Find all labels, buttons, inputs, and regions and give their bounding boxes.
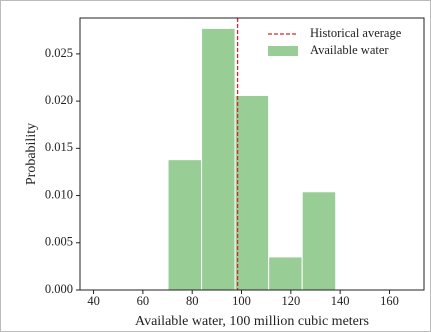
bar: [167, 159, 203, 291]
x-tick-label: 100: [232, 294, 251, 308]
y-tick-label: 0.015: [45, 140, 73, 154]
x-tick-label: 60: [137, 294, 150, 308]
bar: [301, 191, 337, 291]
bar: [234, 94, 270, 291]
y-tick-label: 0.000: [45, 282, 73, 296]
legend-swatch: [268, 46, 298, 56]
y-tick-label: 0.025: [45, 46, 73, 60]
y-tick-label: 0.020: [45, 93, 73, 107]
y-axis-label: Probability: [24, 123, 39, 185]
legend-label: Available water: [310, 43, 389, 57]
x-tick-label: 40: [87, 294, 100, 308]
y-tick-label: 0.005: [45, 235, 73, 249]
x-tick-label: 120: [281, 294, 300, 308]
legend-label: Historical average: [310, 26, 402, 40]
x-tick-label: 160: [380, 294, 399, 308]
y-tick-label: 0.010: [45, 187, 73, 201]
x-axis-label: Available water, 100 million cubic meter…: [135, 314, 369, 329]
bar: [268, 256, 303, 291]
bar: [201, 27, 236, 291]
x-tick-label: 140: [331, 294, 350, 308]
plot-frame: [79, 17, 425, 291]
x-tick-label: 80: [186, 294, 199, 308]
